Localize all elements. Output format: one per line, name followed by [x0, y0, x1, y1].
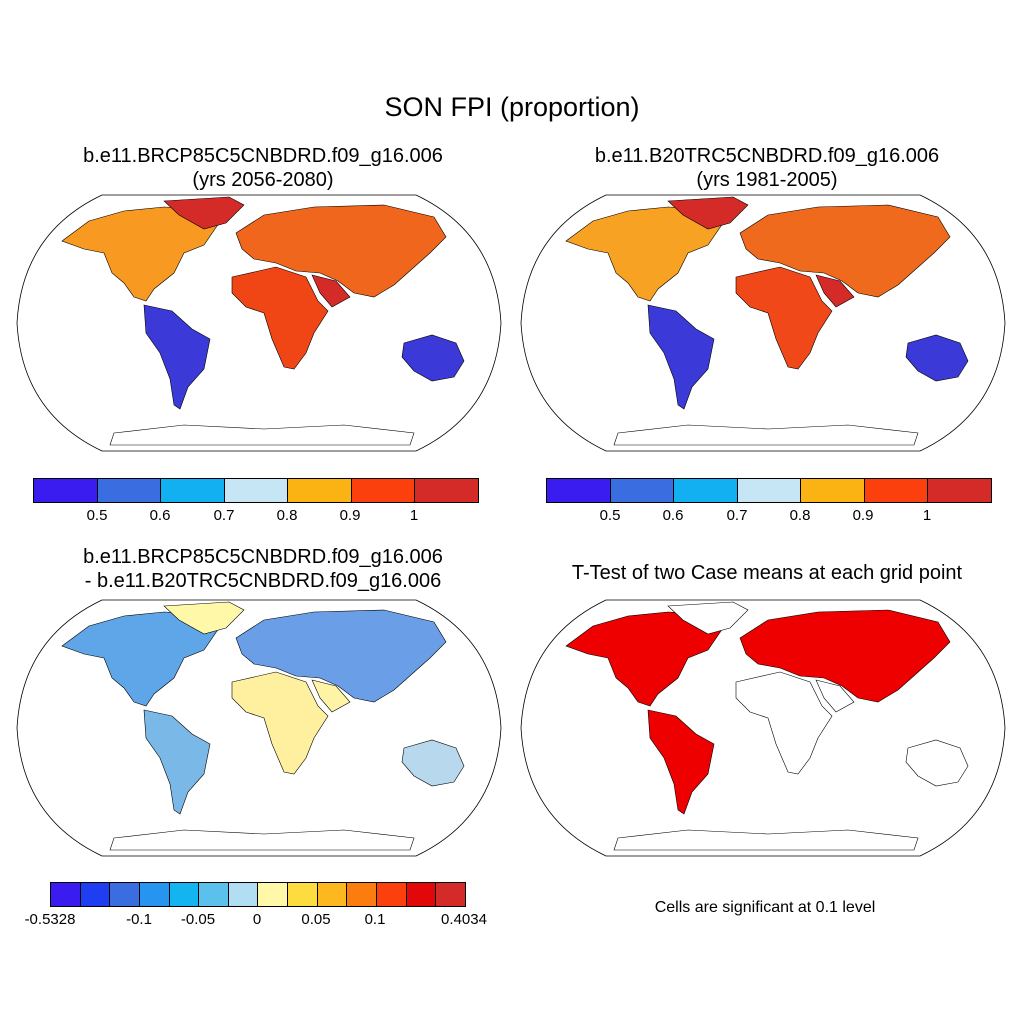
continent-south-america [647, 304, 715, 410]
panel-title-historical-case: b.e11.B20TRC5CNBDRD.f09_g16.006 [594, 145, 940, 167]
continent-australia [401, 739, 465, 787]
continent-europe-asia [739, 204, 951, 298]
colorbar-difference-label: 0 [252, 911, 262, 928]
continent-africa [231, 671, 329, 775]
colorbar-historical-label: 0.6 [662, 507, 684, 524]
continent-africa [735, 266, 833, 370]
colorbar-swatch [674, 479, 738, 502]
panel-title-ttest: T-Test of two Case means at each grid po… [571, 562, 963, 584]
map-ttest [520, 599, 1006, 857]
colorbar-difference [50, 882, 466, 907]
figure-title: SON FPI (proportion) [384, 92, 640, 122]
colorbar-difference-label: 0.1 [364, 911, 386, 928]
colorbar-future-label: 1 [409, 507, 419, 524]
panel-title-historical-years: (yrs 1981-2005) [696, 169, 838, 191]
panel-title-future: b.e11.BRCP85C5CNBDRD.f09_g16.006 (yrs 20… [20, 144, 506, 192]
colorbar-swatch [199, 883, 229, 906]
continent-australia [905, 334, 969, 382]
colorbar-swatch [161, 479, 225, 502]
colorbar-swatch [51, 883, 81, 906]
continent-africa [735, 671, 833, 775]
continent-europe-asia [235, 204, 447, 298]
panel-title-difference-line1: b.e11.BRCP85C5CNBDRD.f09_g16.006 [83, 546, 443, 568]
colorbar-swatch [610, 479, 675, 502]
colorbar-difference-label: -0.05 [180, 911, 216, 928]
colorbar-swatch [97, 479, 162, 502]
panel-title-future-case: b.e11.BRCP85C5CNBDRD.f09_g16.006 [83, 145, 443, 167]
panel-title-future-years: (yrs 2056-2080) [192, 169, 334, 191]
colorbar-future [33, 478, 479, 503]
colorbar-swatch [288, 883, 318, 906]
colorbar-swatch [139, 883, 170, 906]
continent-europe-asia [739, 609, 951, 703]
continent-antarctica [109, 829, 415, 851]
map-difference [16, 599, 502, 857]
continent-north-america [565, 611, 724, 707]
continent-antarctica [613, 424, 919, 446]
colorbar-swatch [224, 479, 289, 502]
colorbar-swatch [288, 479, 352, 502]
continent-greenland [667, 196, 749, 230]
continent-south-america [647, 709, 715, 815]
colorbar-swatch [406, 883, 437, 906]
colorbar-swatch [737, 479, 802, 502]
colorbar-swatch [80, 883, 111, 906]
colorbar-swatch [258, 883, 289, 906]
colorbar-difference-label: 0.05 [301, 911, 331, 928]
colorbar-future-label: 0.8 [276, 507, 298, 524]
colorbar-swatch [228, 883, 259, 906]
significance-note: Cells are significant at 0.1 level [654, 899, 876, 916]
colorbar-swatch [110, 883, 140, 906]
continent-australia [905, 739, 969, 787]
continent-arabia [815, 679, 855, 713]
colorbar-swatch [547, 479, 611, 502]
map-future [16, 194, 502, 452]
continent-north-america [565, 206, 724, 302]
colorbar-historical-label: 0.9 [852, 507, 874, 524]
continent-antarctica [613, 829, 919, 851]
colorbar-difference-label: -0.1 [126, 911, 152, 928]
continent-africa [231, 266, 329, 370]
continent-south-america [143, 304, 211, 410]
colorbar-swatch [928, 479, 992, 502]
colorbar-swatch [169, 883, 200, 906]
colorbar-swatch [415, 479, 479, 502]
continent-greenland [667, 601, 749, 635]
map-historical [520, 194, 1006, 452]
colorbar-future-label: 0.5 [86, 507, 108, 524]
colorbar-swatch [377, 883, 407, 906]
panel-title-difference-line2: - b.e11.B20TRC5CNBDRD.f09_g16.006 [84, 570, 442, 592]
colorbar-historical-label: 0.7 [726, 507, 748, 524]
colorbar-swatch [351, 479, 416, 502]
colorbar-historical-label: 1 [922, 507, 932, 524]
continent-australia [401, 334, 465, 382]
panel-title-difference: b.e11.BRCP85C5CNBDRD.f09_g16.006 - b.e11… [20, 545, 506, 593]
colorbar-swatch [317, 883, 348, 906]
continent-antarctica [109, 424, 415, 446]
colorbar-future-label: 0.9 [339, 507, 361, 524]
continent-north-america [61, 611, 220, 707]
colorbar-swatch [436, 883, 465, 906]
panel-title-historical: b.e11.B20TRC5CNBDRD.f09_g16.006 (yrs 198… [524, 144, 1010, 192]
continent-greenland [163, 196, 245, 230]
continent-north-america [61, 206, 220, 302]
colorbar-future-label: 0.6 [149, 507, 171, 524]
colorbar-historical-label: 0.8 [789, 507, 811, 524]
continent-arabia [311, 679, 351, 713]
colorbar-historical [546, 478, 992, 503]
continent-arabia [815, 274, 855, 308]
colorbar-historical-label: 0.5 [599, 507, 621, 524]
continent-europe-asia [235, 609, 447, 703]
colorbar-swatch [34, 479, 98, 502]
colorbar-swatch [347, 883, 378, 906]
colorbar-swatch [801, 479, 865, 502]
colorbar-difference-label: -0.5328 [24, 911, 76, 928]
continent-arabia [311, 274, 351, 308]
continent-greenland [163, 601, 245, 635]
continent-south-america [143, 709, 211, 815]
colorbar-swatch [864, 479, 929, 502]
colorbar-future-label: 0.7 [213, 507, 235, 524]
colorbar-difference-label: 0.4034 [441, 911, 487, 928]
